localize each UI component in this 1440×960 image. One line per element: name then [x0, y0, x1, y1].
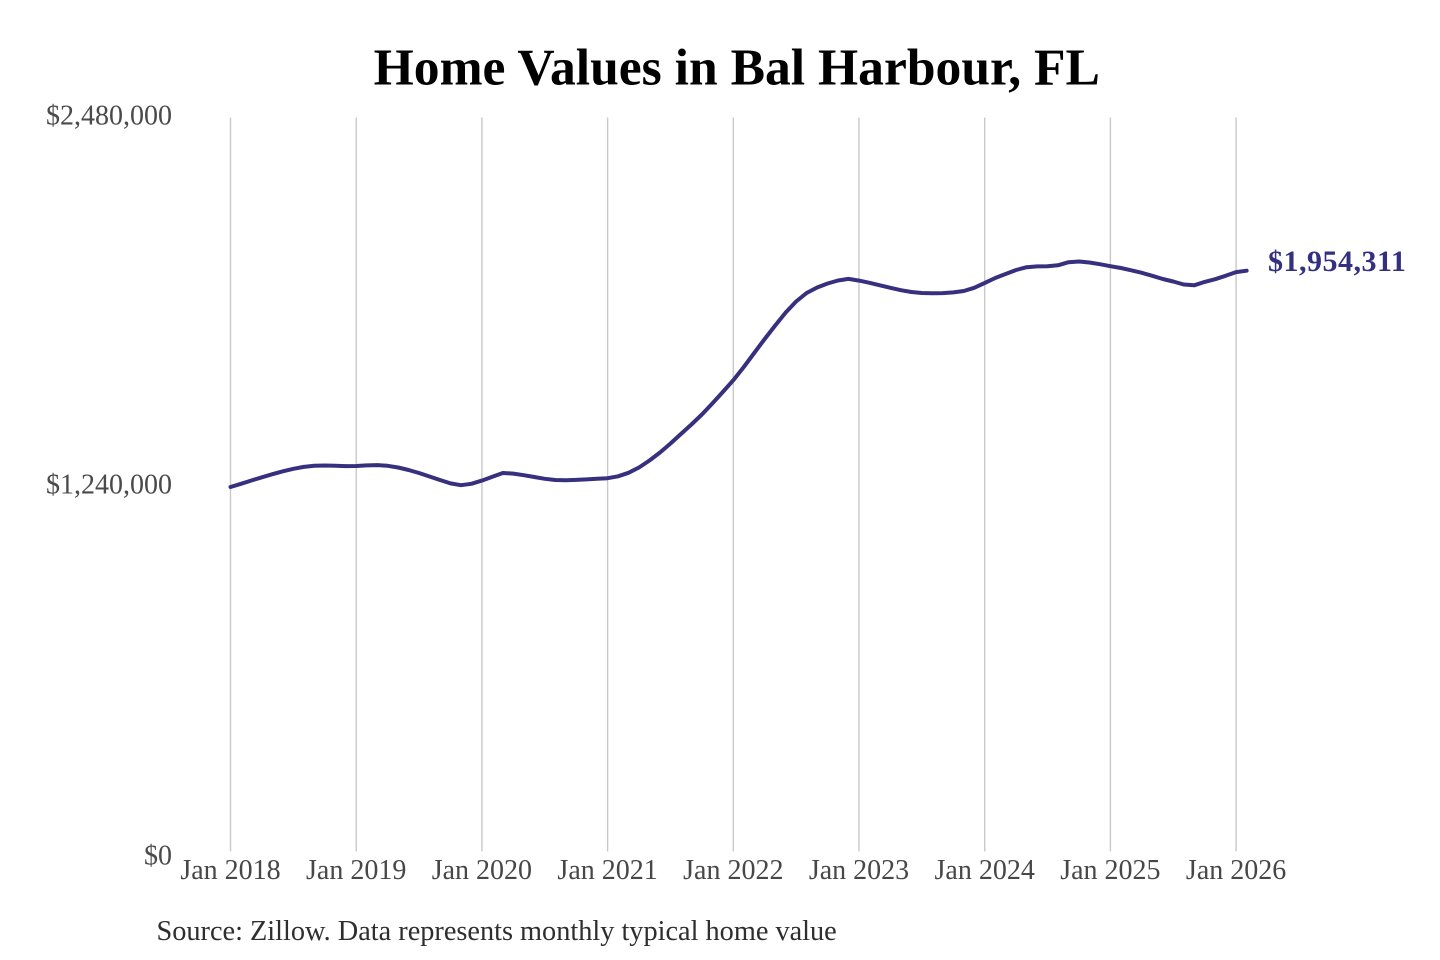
svg-text:$2,480,000: $2,480,000	[46, 101, 172, 132]
svg-text:Home Values in Bal Harbour, FL: Home Values in Bal Harbour, FL	[374, 40, 1100, 97]
svg-text:Jan 2023: Jan 2023	[809, 855, 909, 886]
svg-text:Jan 2020: Jan 2020	[432, 855, 532, 886]
svg-text:Source: Zillow. Data represent: Source: Zillow. Data represents monthly …	[157, 916, 837, 947]
svg-text:Jan 2025: Jan 2025	[1060, 855, 1160, 886]
svg-text:$1,954,311: $1,954,311	[1268, 245, 1406, 278]
svg-text:Jan 2021: Jan 2021	[557, 855, 657, 886]
svg-text:Jan 2024: Jan 2024	[935, 855, 1035, 886]
svg-text:$0: $0	[144, 841, 172, 872]
svg-text:Jan 2019: Jan 2019	[306, 855, 406, 886]
svg-text:$1,240,000: $1,240,000	[46, 470, 172, 501]
svg-text:Jan 2022: Jan 2022	[683, 855, 783, 886]
svg-text:Jan 2018: Jan 2018	[180, 855, 280, 886]
svg-text:Jan 2026: Jan 2026	[1186, 855, 1286, 886]
